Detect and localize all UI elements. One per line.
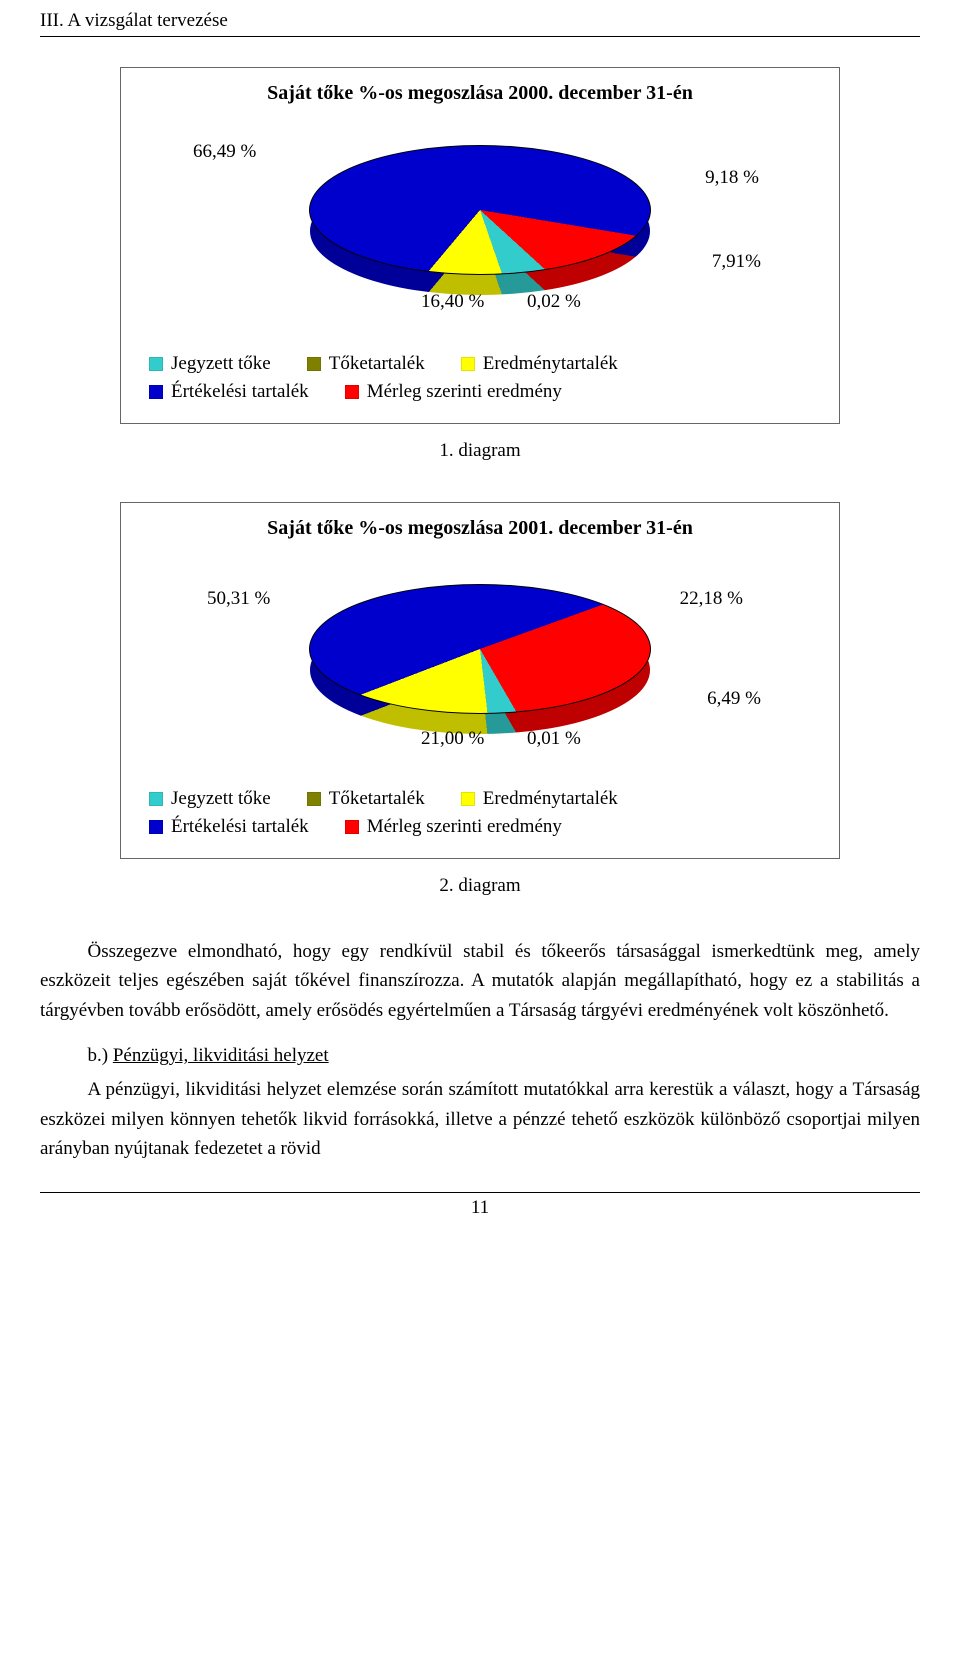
pie1-label-2: 9,18 % [705, 167, 759, 189]
swatch-icon [149, 792, 163, 806]
swatch-icon [149, 357, 163, 371]
swatch-icon [345, 820, 359, 834]
legend-item: Mérleg szerinti eredmény [345, 816, 562, 838]
pie2-label-4: 0,01 % [527, 728, 581, 750]
pie1-label-4: 0,02 % [527, 291, 581, 313]
subhead-prefix: b.) [88, 1045, 113, 1066]
chart-2-pie: 50,31 % 22,18 % 6,49 % 0,01 % 21,00 % [141, 558, 819, 778]
pie1-label-3: 7,91% [712, 251, 761, 273]
pie1-top [309, 145, 651, 275]
paragraph-2: A pénzügyi, likviditási helyzet elemzése… [40, 1075, 920, 1163]
swatch-icon [149, 385, 163, 399]
pie2-label-5: 21,00 % [421, 728, 484, 750]
section-title: III. A vizsgálat tervezése [40, 10, 920, 32]
legend-item: Jegyzett tőke [149, 788, 271, 810]
legend-label: Jegyzett tőke [171, 788, 271, 810]
legend-item: Értékelési tartalék [149, 381, 309, 403]
swatch-icon [461, 792, 475, 806]
legend-label: Mérleg szerinti eredmény [367, 381, 562, 403]
legend-item: Tőketartalék [307, 353, 425, 375]
page-number: 11 [40, 1197, 920, 1219]
chart-1-legend: Jegyzett tőke Tőketartalék Eredménytarta… [141, 353, 819, 403]
legend-label: Eredménytartalék [483, 353, 618, 375]
swatch-icon [461, 357, 475, 371]
legend-item: Mérleg szerinti eredmény [345, 381, 562, 403]
legend-item: Eredménytartalék [461, 788, 618, 810]
pie2-label-1: 50,31 % [207, 588, 270, 610]
title-rule [40, 36, 920, 37]
chart-1-title: Saját tőke %-os megoszlása 2000. decembe… [141, 82, 819, 105]
legend-item: Jegyzett tőke [149, 353, 271, 375]
legend-label: Jegyzett tőke [171, 353, 271, 375]
legend-item: Értékelési tartalék [149, 816, 309, 838]
chart-2-box: Saját tőke %-os megoszlása 2001. decembe… [120, 502, 840, 859]
legend-label: Tőketartalék [329, 788, 425, 810]
pie1-label-5: 16,40 % [421, 291, 484, 313]
swatch-icon [149, 820, 163, 834]
subhead-text: Pénzügyi, likviditási helyzet [113, 1045, 329, 1066]
chart-1-pie: 66,49 % 9,18 % 7,91% 0,02 % 16,40 % [141, 123, 819, 343]
swatch-icon [307, 792, 321, 806]
legend-label: Tőketartalék [329, 353, 425, 375]
legend-label: Értékelési tartalék [171, 816, 309, 838]
pie2-label-3: 6,49 % [707, 688, 761, 710]
pie2-label-2: 22,18 % [680, 588, 743, 610]
chart-1-box: Saját tőke %-os megoszlása 2000. decembe… [120, 67, 840, 424]
legend-label: Értékelési tartalék [171, 381, 309, 403]
legend-item: Eredménytartalék [461, 353, 618, 375]
legend-item: Tőketartalék [307, 788, 425, 810]
paragraph-1: Összegezve elmondható, hogy egy rendkívü… [40, 937, 920, 1025]
chart-1-caption: 1. diagram [40, 440, 920, 462]
subsection-heading: b.) Pénzügyi, likviditási helyzet [88, 1045, 921, 1067]
chart-2-title: Saját tőke %-os megoszlása 2001. decembe… [141, 517, 819, 540]
legend-label: Mérleg szerinti eredmény [367, 816, 562, 838]
swatch-icon [345, 385, 359, 399]
pie1-label-1: 66,49 % [193, 141, 256, 163]
legend-label: Eredménytartalék [483, 788, 618, 810]
swatch-icon [307, 357, 321, 371]
chart-2-legend: Jegyzett tőke Tőketartalék Eredménytarta… [141, 788, 819, 838]
chart-2-caption: 2. diagram [40, 875, 920, 897]
pie2-top [309, 584, 651, 714]
footer-rule [40, 1192, 920, 1193]
